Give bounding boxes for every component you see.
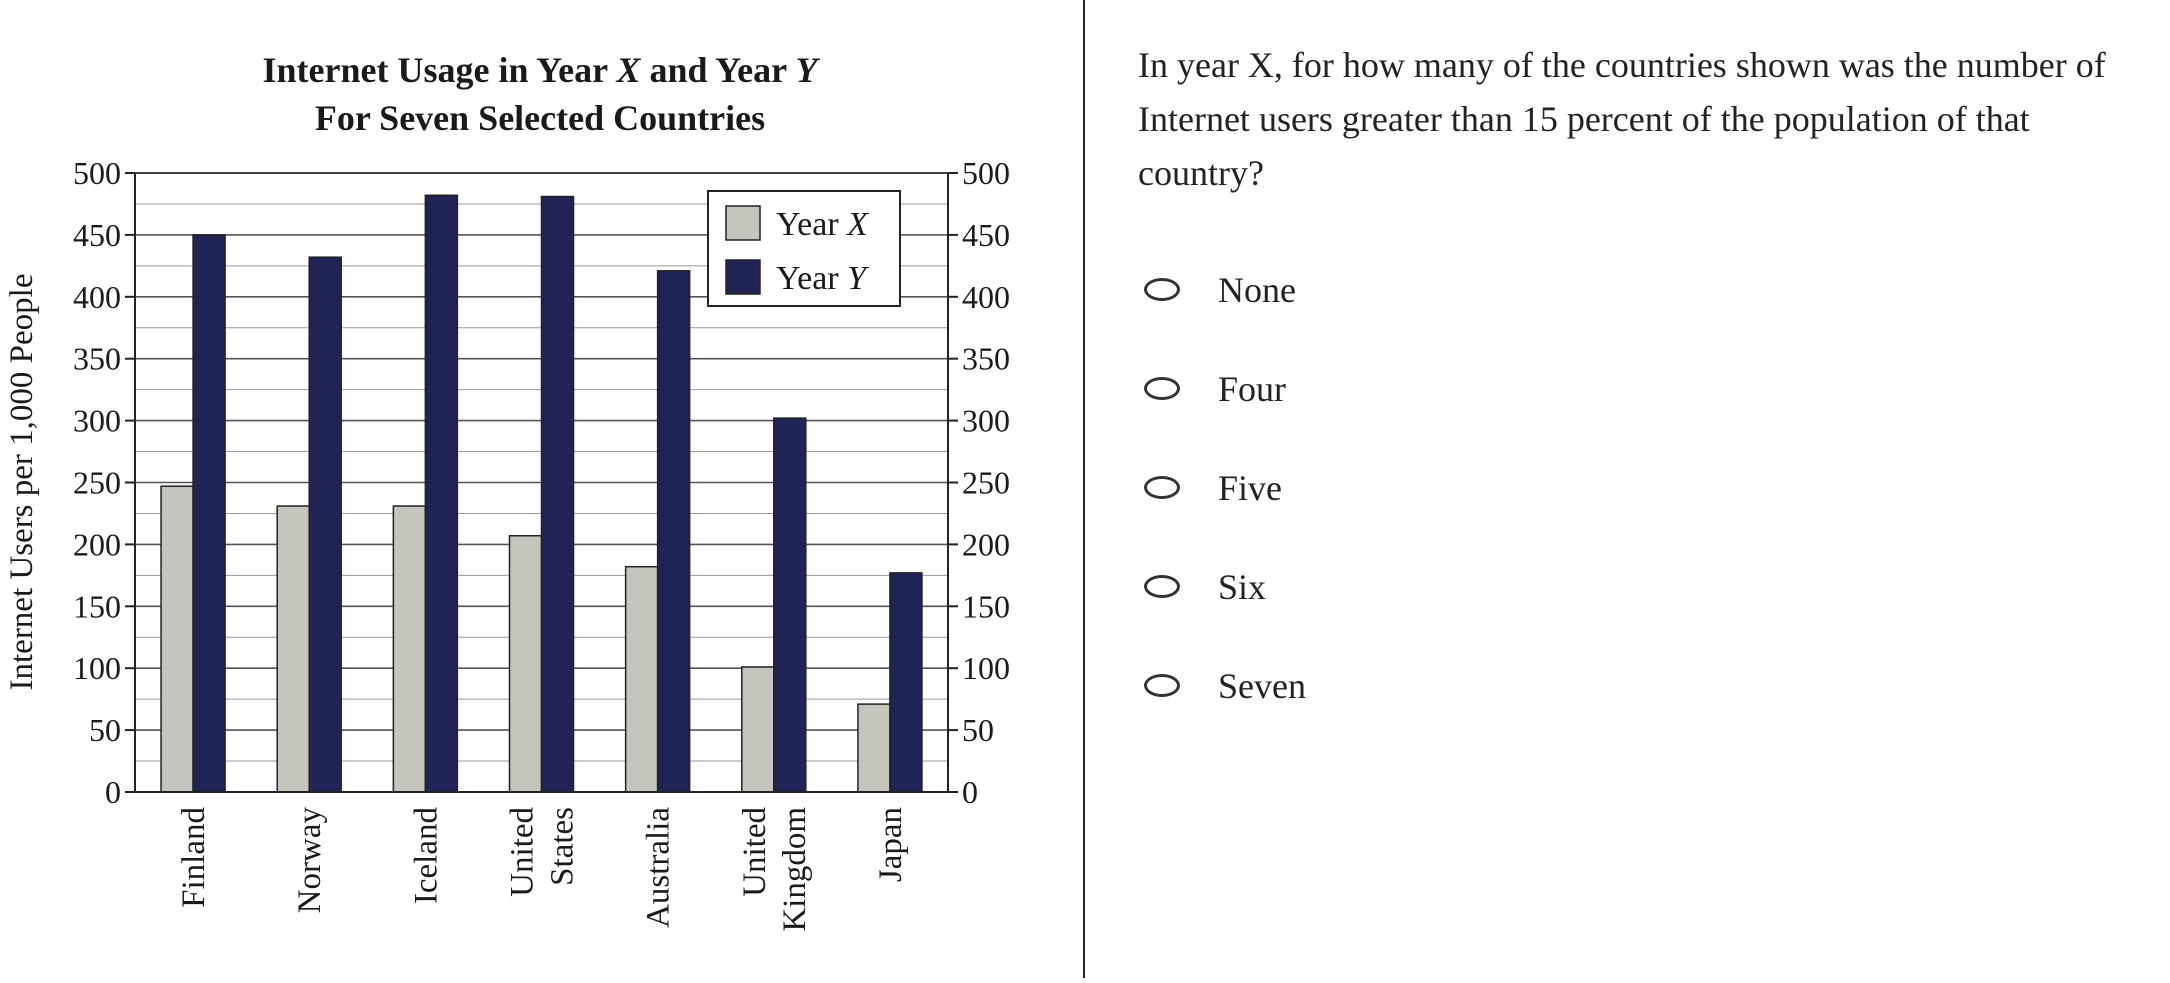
y-tick-label-left: 300: [73, 403, 121, 439]
y-tick-label-right: 450: [962, 217, 1010, 253]
y-tick-label-left: 450: [73, 217, 121, 253]
bar-year-y: [540, 195, 575, 793]
category-label: United: [737, 807, 773, 897]
y-tick-label-left: 0: [105, 774, 121, 810]
chart-title-line2: For Seven Selected Countries: [315, 98, 765, 138]
bar-year-y: [656, 270, 691, 793]
radio-button[interactable]: [1144, 575, 1180, 598]
bar-year-x: [624, 565, 659, 793]
category-label: Japan: [873, 807, 909, 882]
y-tick-label-right: 350: [962, 341, 1010, 377]
choice-label: Four: [1218, 368, 1287, 409]
y-tick-label-right: 500: [962, 155, 1010, 191]
y-tick-label-left: 350: [73, 341, 121, 377]
bar-year-y: [192, 234, 226, 793]
answer-choices: None Four Five Six Seven: [1138, 240, 2158, 735]
y-tick-label-left: 500: [73, 155, 121, 191]
y-tick-label-right: 400: [962, 279, 1010, 315]
chart-panel: Internet Usage in Year X and Year Y For …: [0, 0, 1083, 978]
category-label: Iceland: [408, 807, 444, 905]
choice-label: Seven: [1218, 665, 1306, 706]
y-tick-label-right: 250: [962, 465, 1010, 501]
y-axis-label: Internet Users per 1,000 People: [4, 274, 40, 691]
choice-label: Five: [1218, 467, 1283, 508]
y-tick-label-right: 50: [962, 712, 994, 748]
bar-year-y: [773, 417, 807, 793]
y-tick-label-right: 200: [962, 526, 1010, 562]
choice-seven[interactable]: Seven: [1138, 636, 2158, 735]
chart-title-line1: Internet Usage in Year X and Year Y: [263, 50, 821, 90]
y-tick-label-right: 150: [962, 588, 1010, 624]
bar-year-x: [508, 534, 543, 793]
choice-label: None: [1218, 269, 1296, 310]
bar-year-x: [741, 666, 775, 793]
category-label: Kingdom: [777, 807, 813, 932]
category-label: Norway: [292, 807, 328, 914]
category-label: Australia: [641, 807, 677, 928]
legend-swatch: [725, 259, 761, 295]
question-panel: In year X, for how many of the countries…: [1138, 38, 2158, 735]
bar-year-y: [308, 256, 342, 793]
y-tick-label-left: 50: [89, 712, 121, 748]
radio-button[interactable]: [1144, 377, 1180, 400]
y-tick-label-left: 400: [73, 279, 121, 315]
category-label: States: [545, 807, 581, 886]
bar-year-y: [424, 194, 459, 793]
y-tick-label-left: 250: [73, 465, 121, 501]
legend-label: Year Y: [776, 260, 869, 297]
choice-five[interactable]: Five: [1138, 438, 2158, 537]
bar-year-x: [276, 505, 310, 793]
radio-button[interactable]: [1144, 278, 1180, 301]
choice-label: Six: [1218, 566, 1267, 607]
legend-label: Year X: [776, 206, 869, 243]
bar-year-x: [392, 505, 427, 793]
y-tick-label-left: 150: [73, 588, 121, 624]
bar-year-y: [889, 572, 923, 793]
radio-button[interactable]: [1144, 476, 1180, 499]
legend-swatch: [725, 205, 761, 241]
y-tick-label-left: 200: [73, 526, 121, 562]
y-tick-label-right: 0: [962, 774, 978, 810]
category-label: Finland: [176, 807, 212, 908]
question-text: In year X, for how many of the countries…: [1138, 45, 2106, 193]
radio-button[interactable]: [1144, 674, 1180, 697]
category-label: United: [505, 807, 541, 897]
choice-six[interactable]: Six: [1138, 537, 2158, 636]
y-tick-label-left: 100: [73, 650, 121, 686]
y-tick-label-right: 100: [962, 650, 1010, 686]
pane-divider: [1083, 0, 1085, 978]
bar-year-x: [857, 703, 891, 793]
y-tick-label-right: 300: [962, 403, 1010, 439]
choice-none[interactable]: None: [1138, 240, 2158, 339]
bar-year-x: [160, 485, 194, 793]
bar-chart: Internet Usage in Year X and Year Y For …: [4, 50, 1010, 932]
choice-four[interactable]: Four: [1138, 339, 2158, 438]
